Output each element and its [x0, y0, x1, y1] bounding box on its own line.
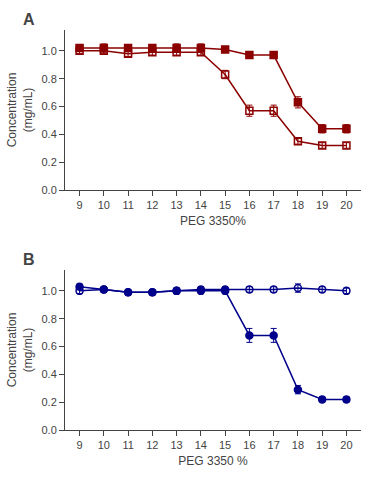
svg-text:13: 13 [170, 439, 182, 451]
svg-text:0.6: 0.6 [42, 340, 57, 352]
svg-text:0.8: 0.8 [42, 313, 57, 325]
svg-text:0.0: 0.0 [42, 424, 57, 436]
svg-text:0.2: 0.2 [42, 396, 57, 408]
svg-text:17: 17 [268, 199, 280, 211]
svg-text:1.0: 1.0 [42, 285, 57, 297]
svg-text:20: 20 [340, 199, 352, 211]
svg-text:16: 16 [243, 199, 255, 211]
svg-text:1.0: 1.0 [42, 45, 57, 57]
svg-text:10: 10 [98, 439, 110, 451]
svg-text:0.4: 0.4 [42, 128, 57, 140]
svg-text:15: 15 [219, 439, 231, 451]
svg-text:0.0: 0.0 [42, 184, 57, 196]
svg-text:12: 12 [146, 199, 158, 211]
svg-text:20: 20 [340, 439, 352, 451]
svg-text:A: A [23, 11, 35, 28]
svg-text:12: 12 [146, 439, 158, 451]
svg-text:11: 11 [122, 199, 133, 211]
svg-text:9: 9 [76, 199, 82, 211]
svg-text:0.2: 0.2 [42, 156, 57, 168]
svg-text:0.4: 0.4 [42, 368, 57, 380]
svg-text:0.8: 0.8 [42, 73, 57, 85]
svg-text:11: 11 [122, 439, 133, 451]
svg-text:18: 18 [292, 199, 304, 211]
svg-text:16: 16 [243, 439, 255, 451]
svg-text:0.6: 0.6 [42, 100, 57, 112]
svg-text:9: 9 [76, 439, 82, 451]
svg-text:PEG 3350 %: PEG 3350 % [178, 454, 248, 468]
svg-text:10: 10 [98, 199, 110, 211]
svg-text:15: 15 [219, 199, 231, 211]
svg-text:19: 19 [316, 199, 328, 211]
svg-text:Concentration(mg/mL): Concentration(mg/mL) [5, 313, 35, 388]
svg-text:14: 14 [195, 199, 207, 211]
svg-text:B: B [23, 251, 35, 268]
svg-text:17: 17 [268, 439, 280, 451]
svg-text:Concentration(mg/mL): Concentration(mg/mL) [5, 73, 35, 148]
svg-text:18: 18 [292, 439, 304, 451]
svg-text:PEG 3350%: PEG 3350% [180, 214, 246, 228]
svg-text:13: 13 [170, 199, 182, 211]
svg-text:14: 14 [195, 439, 207, 451]
svg-text:19: 19 [316, 439, 328, 451]
